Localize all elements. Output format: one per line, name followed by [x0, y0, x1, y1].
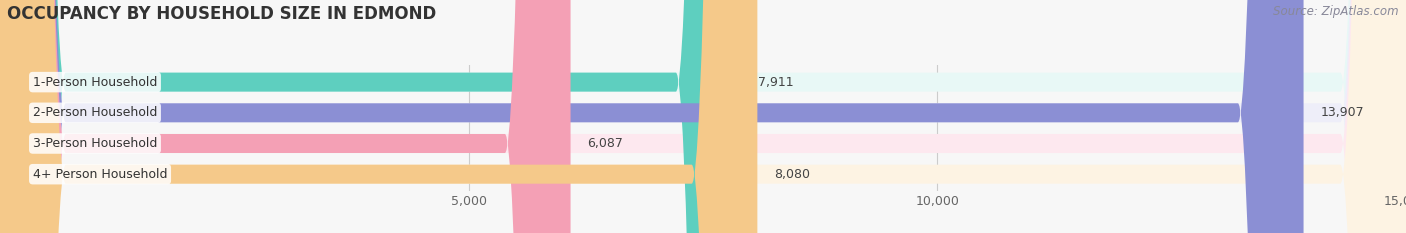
- FancyBboxPatch shape: [0, 0, 741, 233]
- Text: 4+ Person Household: 4+ Person Household: [32, 168, 167, 181]
- Text: 13,907: 13,907: [1320, 106, 1364, 119]
- Text: OCCUPANCY BY HOUSEHOLD SIZE IN EDMOND: OCCUPANCY BY HOUSEHOLD SIZE IN EDMOND: [7, 5, 436, 23]
- FancyBboxPatch shape: [0, 0, 758, 233]
- FancyBboxPatch shape: [0, 0, 1303, 233]
- Text: Source: ZipAtlas.com: Source: ZipAtlas.com: [1274, 5, 1399, 18]
- Text: 1-Person Household: 1-Person Household: [32, 76, 157, 89]
- Text: 7,911: 7,911: [758, 76, 794, 89]
- Text: 2-Person Household: 2-Person Household: [32, 106, 157, 119]
- Text: 8,080: 8,080: [775, 168, 810, 181]
- Text: 3-Person Household: 3-Person Household: [32, 137, 157, 150]
- FancyBboxPatch shape: [0, 0, 571, 233]
- Text: 6,087: 6,087: [588, 137, 623, 150]
